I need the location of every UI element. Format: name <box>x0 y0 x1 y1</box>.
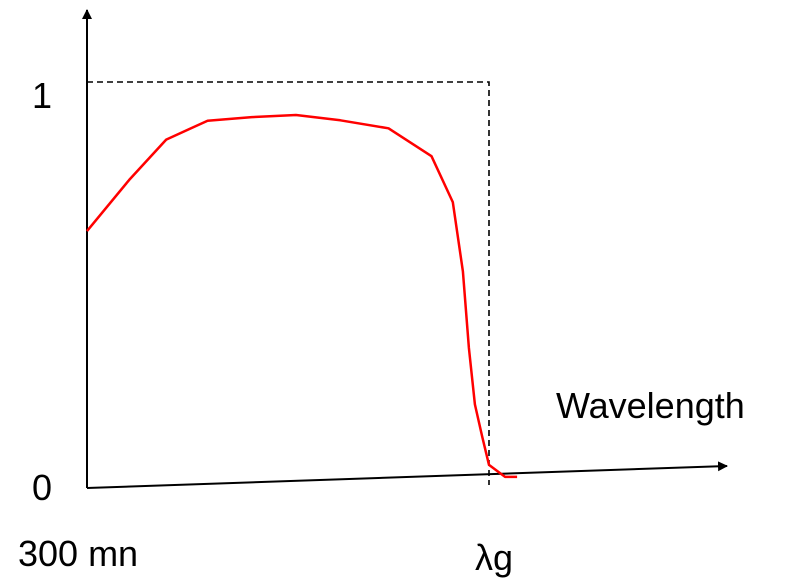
x-axis-label: Wavelength <box>556 385 745 426</box>
x-end-label: λg <box>475 537 513 578</box>
y-tick-label-1: 1 <box>32 75 52 116</box>
y-tick-label-0: 0 <box>32 467 52 508</box>
x-axis <box>86 461 728 489</box>
response-curve <box>86 113 518 479</box>
x-start-label: 300 mn <box>18 533 138 574</box>
ideal-response-dashed <box>87 81 490 485</box>
